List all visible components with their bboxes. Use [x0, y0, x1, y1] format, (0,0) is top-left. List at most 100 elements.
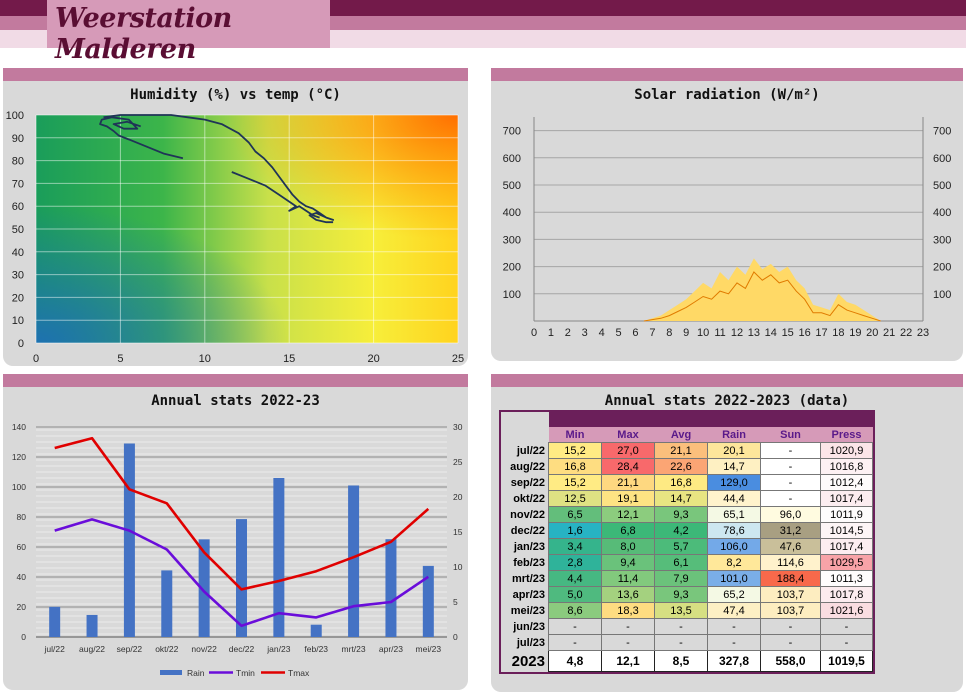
table-cell: 11,4	[601, 570, 655, 587]
table-cell: 21,1	[601, 474, 655, 491]
table-cell: 78,6	[707, 522, 761, 539]
row-label: feb/23	[513, 556, 545, 569]
table-cell: 6,1	[654, 554, 708, 571]
table-cell: 1016,8	[820, 458, 873, 475]
x-tick-label: jan/23	[266, 644, 290, 654]
table-cell: 9,3	[654, 586, 708, 603]
humidity-trace-1	[99, 116, 184, 160]
table-cell: 9,4	[601, 554, 655, 571]
table-cell: 1017,4	[820, 538, 873, 555]
table-cell: -	[760, 458, 821, 475]
y-right-tick-label: 30	[453, 422, 463, 432]
y-tick-label-right: 200	[933, 262, 951, 274]
y-left-tick-label: 120	[12, 452, 26, 462]
site-logo[interactable]: Weerstation Malderen	[47, 0, 330, 65]
table-cell: 7,9	[654, 570, 708, 587]
column-header: Press	[820, 427, 873, 443]
footer-label: 2023	[511, 652, 545, 670]
table-cell: 1029,5	[820, 554, 873, 571]
table-cell: 13,5	[654, 602, 708, 619]
table-cell: -	[760, 442, 821, 459]
band-cell	[601, 412, 655, 427]
table-top-band	[501, 412, 873, 427]
table-cell: 6,8	[601, 522, 655, 539]
column-header: Max	[601, 427, 655, 443]
y-left-tick-label: 140	[12, 422, 26, 432]
table-cell: 114,6	[760, 554, 821, 571]
column-header: Rain	[707, 427, 761, 443]
table-row: okt/22 12,5 19,1 14,7 44,4-1017,4	[501, 490, 873, 507]
table-cell: 4,4	[548, 570, 602, 587]
table-cell: -	[820, 618, 873, 635]
annual-stats-table: Min Max Avg Rain Sun Press jul/22 15,2 27,0 21,1 2…	[499, 410, 875, 674]
x-tick-label: 0	[33, 353, 39, 365]
band-cell	[820, 412, 873, 427]
table-cell: 101,0	[707, 570, 761, 587]
solar-chart-title: Solar radiation (W/m²)	[634, 87, 820, 103]
table-cell: 4,2	[654, 522, 708, 539]
y-right-tick-label: 15	[453, 527, 463, 537]
table-cell: 13,6	[601, 586, 655, 603]
table-cell: -	[548, 634, 602, 651]
y-tick-label: 10	[12, 315, 24, 327]
x-tick-label: 10	[199, 353, 211, 365]
table-cell: -	[707, 634, 761, 651]
table-footer-row: 2023 4,8 12,1 8,5 327,8 558,0 1019,5	[501, 650, 873, 672]
annual-chart: 0 20 40 60 80 100 120 140 0 5 10 15 20 25 30 jul/22 aug/…	[12, 422, 463, 678]
y-tick-label-right: 100	[933, 289, 951, 301]
table-cell: 47,6	[760, 538, 821, 555]
row-label: apr/23	[512, 588, 545, 601]
x-tick-label: 20	[367, 353, 379, 365]
y-tick-label: 0	[18, 338, 24, 350]
row-label: okt/22	[513, 492, 545, 505]
footer-cell: 327,8	[707, 650, 761, 672]
panel-header	[491, 374, 963, 387]
y-tick-label: 80	[12, 156, 24, 168]
table-cell: 129,0	[707, 474, 761, 491]
y-right-tick-label: 0	[453, 632, 458, 642]
table-cell: -	[601, 634, 655, 651]
y-tick-label-left: 300	[503, 234, 521, 246]
humidity-panel: Humidity (%) vs temp (°C) 0 10 20 30 40 50 60 7…	[3, 68, 468, 366]
table-cell: 47,4	[707, 602, 761, 619]
annual-data-panel: Annual stats 2022-2023 (data) Min Max Avg R…	[491, 374, 963, 692]
table-corner	[501, 412, 549, 427]
table-cell: -	[654, 634, 708, 651]
x-tick-label: feb/23	[304, 644, 328, 654]
rain-bar	[123, 443, 135, 637]
x-tick-label: nov/22	[191, 644, 217, 654]
humidity-chart: 0 10 20 30 40 50 60 70 80 90 100 0 5 10 15 20 25	[6, 110, 464, 365]
rain-bar	[49, 606, 61, 637]
x-tick-label: 6	[632, 327, 638, 339]
footer-cell: 12,1	[601, 650, 655, 672]
table-cell: -	[760, 618, 821, 635]
y-tick-label: 100	[6, 110, 24, 122]
humidity-trace-3	[231, 171, 320, 219]
table-cell: 44,4	[707, 490, 761, 507]
table-row: nov/22 6,5 12,1 9,3 65,1 96,0 1011,9	[501, 506, 873, 523]
table-cell: 28,4	[601, 458, 655, 475]
column-header: Avg	[654, 427, 708, 443]
rain-bar	[236, 519, 247, 637]
row-label: dec/22	[510, 524, 545, 537]
y-tick-label-right: 300	[933, 234, 951, 246]
table-cell: 9,3	[654, 506, 708, 523]
row-label: mrt/23	[511, 572, 545, 585]
annual-data-title: Annual stats 2022-2023 (data)	[604, 393, 850, 409]
y-left-tick-label: 60	[17, 542, 27, 552]
y-left-tick-label: 40	[17, 572, 27, 582]
table-cell: 8,0	[601, 538, 655, 555]
x-tick-label: mrt/23	[342, 644, 366, 654]
table-row: jul/23- - - - - -	[501, 634, 873, 651]
humidity-trace-2	[103, 114, 334, 224]
table-row: dec/22 1,6 6,8 4,2 78,6 31,2 1014,5	[501, 522, 873, 539]
table-cell: -	[654, 618, 708, 635]
y-tick-label-right: 700	[933, 126, 951, 138]
table-cell: -	[760, 634, 821, 651]
footer-cell: 4,8	[548, 650, 602, 672]
y-right-tick-label: 5	[453, 597, 458, 607]
legend-label: Tmax	[288, 668, 310, 678]
table-cell: 19,1	[601, 490, 655, 507]
rain-bar	[273, 478, 285, 637]
